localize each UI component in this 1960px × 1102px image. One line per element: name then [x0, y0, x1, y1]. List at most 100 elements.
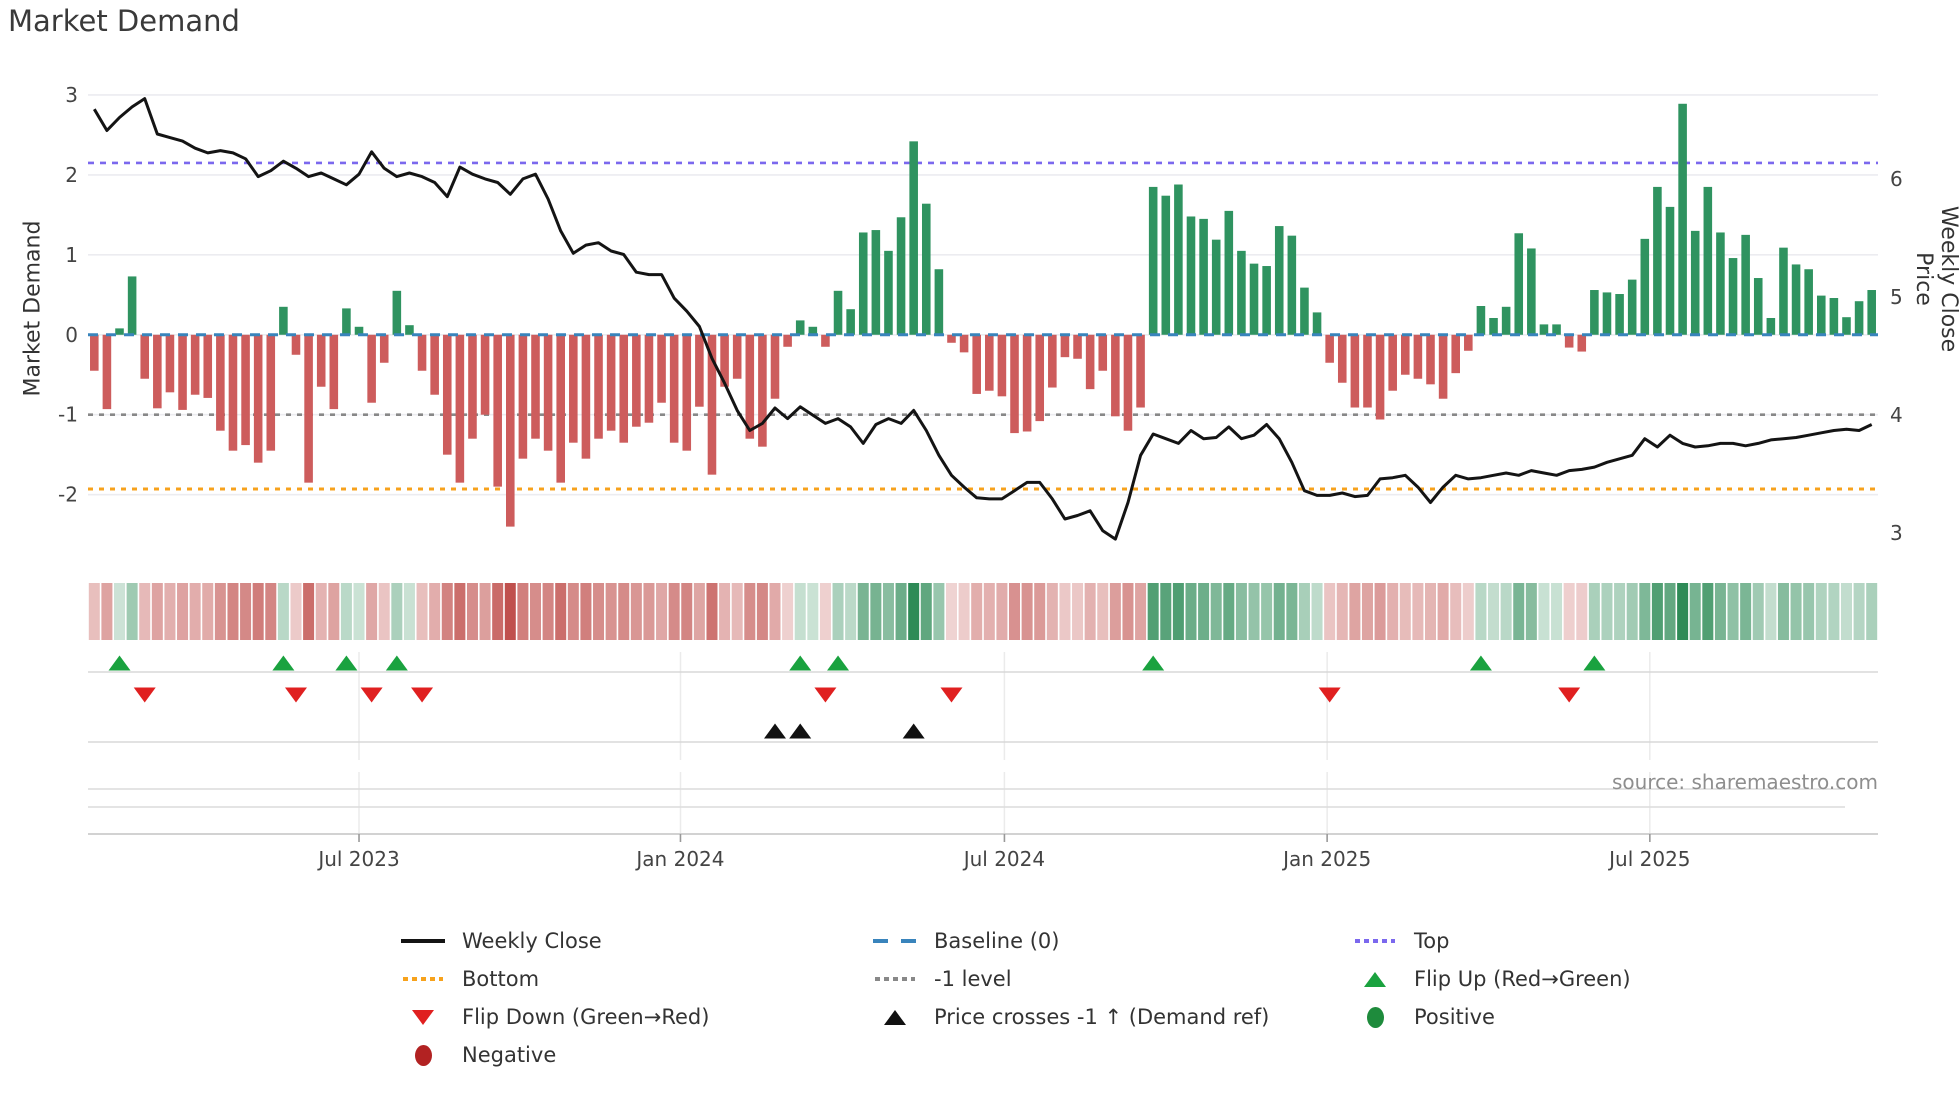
legend-column: Baseline (0) -1 level Price crosses -1 ↑ (…: [872, 922, 1269, 1036]
demand-bar-negative: [1577, 334, 1587, 352]
y-axis-left-tick: 1: [65, 243, 78, 267]
demand-bar-negative: [90, 334, 99, 371]
heatmap-cell: [151, 583, 163, 640]
demand-bar-negative: [1337, 334, 1347, 383]
demand-bar-negative: [997, 334, 1007, 397]
demand-bar-positive: [921, 203, 931, 335]
demand-bar-negative: [707, 334, 717, 475]
legend-label: Flip Up (Red→Green): [1414, 967, 1631, 991]
demand-bar-positive: [1615, 294, 1624, 335]
demand-bar-positive: [1274, 226, 1284, 335]
legend-entry: Bottom: [400, 960, 709, 998]
heatmap-cell: [290, 583, 302, 640]
legend-entry: Baseline (0): [872, 922, 1269, 960]
demand-bar-positive: [354, 326, 364, 335]
demand-bar-negative: [669, 334, 679, 443]
heatmap-cell: [1614, 583, 1626, 640]
flip-up-marker: [108, 655, 131, 671]
heatmap-cell: [1223, 583, 1235, 640]
heatmap-cell: [819, 583, 831, 640]
demand-bar-positive: [1211, 239, 1221, 335]
demand-bar-negative: [947, 334, 956, 343]
flip-up-marker: [335, 655, 358, 671]
x-axis-tick-label: Jan 2025: [1281, 847, 1371, 871]
demand-bar-positive: [1287, 235, 1297, 335]
demand-bar-negative: [379, 334, 389, 363]
demand-bar-positive: [279, 306, 288, 335]
heatmap-cell: [378, 583, 390, 640]
demand-bar-negative: [531, 334, 540, 439]
legend-entry: Flip Down (Green→Red): [400, 998, 709, 1036]
demand-bar-negative: [821, 334, 830, 347]
y-axis-left-tick: -1: [58, 403, 78, 427]
flip-down-marker: [814, 687, 837, 703]
flip-up-marker: [1583, 655, 1606, 671]
demand-bar-negative: [1564, 334, 1574, 348]
dotted-line-swatch-icon: [400, 977, 446, 981]
heatmap-cell: [1525, 583, 1537, 640]
demand-bar-positive: [1174, 184, 1183, 335]
heatmap-cell: [895, 583, 907, 640]
demand-bar-negative: [1123, 334, 1133, 431]
demand-bar-negative: [1073, 334, 1082, 359]
heatmap-cell: [1374, 583, 1386, 640]
heatmap-cell: [177, 583, 189, 640]
heatmap-cell: [1172, 583, 1184, 640]
heatmap-cell: [945, 583, 957, 640]
heatmap-cell: [719, 583, 731, 640]
heatmap-cell: [366, 583, 378, 640]
weekly-close-line: [93, 97, 1873, 541]
demand-bar-negative: [720, 334, 729, 387]
flip-up-marker: [385, 655, 408, 671]
heatmap-cell: [1160, 583, 1172, 640]
legend-entry: Weekly Close: [400, 922, 709, 960]
heatmap-cell: [1538, 583, 1550, 640]
heatmap-cell: [1273, 583, 1285, 640]
y-axis-right-tick: 4: [1890, 403, 1903, 427]
legend-label: Price crosses -1 ↑ (Demand ref): [934, 1005, 1270, 1029]
demand-bar-positive: [1854, 301, 1864, 335]
demand-bar-negative: [1375, 334, 1385, 420]
heatmap-cell: [328, 583, 340, 640]
demand-bar-positive: [1829, 298, 1839, 335]
heatmap-cell: [1513, 583, 1525, 640]
heatmap-cell: [1475, 583, 1487, 640]
demand-bar-negative: [442, 334, 452, 455]
demand-bar-negative: [972, 334, 981, 394]
heatmap-cell: [1815, 583, 1827, 640]
demand-bar-positive: [1804, 269, 1813, 335]
demand-bar-positive: [909, 141, 918, 335]
demand-bar-negative: [1098, 334, 1108, 371]
heatmap-cell: [416, 583, 428, 640]
demand-bar-negative: [556, 334, 565, 483]
demand-bar-positive: [405, 325, 414, 335]
demand-bar-negative: [1401, 334, 1410, 375]
heatmap-cell: [504, 583, 516, 640]
heatmap-cell: [958, 583, 970, 640]
flip-up-marker: [827, 655, 850, 671]
heatmap-cell: [1349, 583, 1361, 640]
heatmap-cell: [114, 583, 126, 640]
x-axis-tick-label: Jul 2025: [1607, 847, 1690, 871]
dashed-line-swatch-icon: [872, 939, 918, 943]
x-axis-tick-label: Jan 2024: [634, 847, 724, 871]
demand-bar-positive: [1741, 234, 1750, 335]
heatmap-cell: [1097, 583, 1109, 640]
demand-bar-positive: [127, 276, 137, 335]
demand-bar-positive: [1249, 263, 1259, 335]
demand-bar-positive: [846, 309, 855, 335]
demand-bar-positive: [1816, 295, 1826, 335]
heatmap-cell: [1866, 583, 1878, 640]
heatmap-cell: [643, 583, 655, 640]
triangle-down-icon: [400, 1009, 446, 1025]
heatmap-cell: [1853, 583, 1865, 640]
legend: Weekly Close Bottom Flip Down (Green→Red) N…: [0, 922, 1960, 1092]
demand-bar-positive: [795, 320, 805, 335]
demand-bar-positive: [115, 328, 124, 335]
demand-bar-positive: [1766, 317, 1776, 335]
heatmap-cell: [618, 583, 630, 640]
heatmap-cell: [517, 583, 529, 640]
heatmap-cell: [214, 583, 226, 640]
price-cross-marker: [764, 723, 787, 739]
demand-bar-positive: [1161, 195, 1171, 335]
